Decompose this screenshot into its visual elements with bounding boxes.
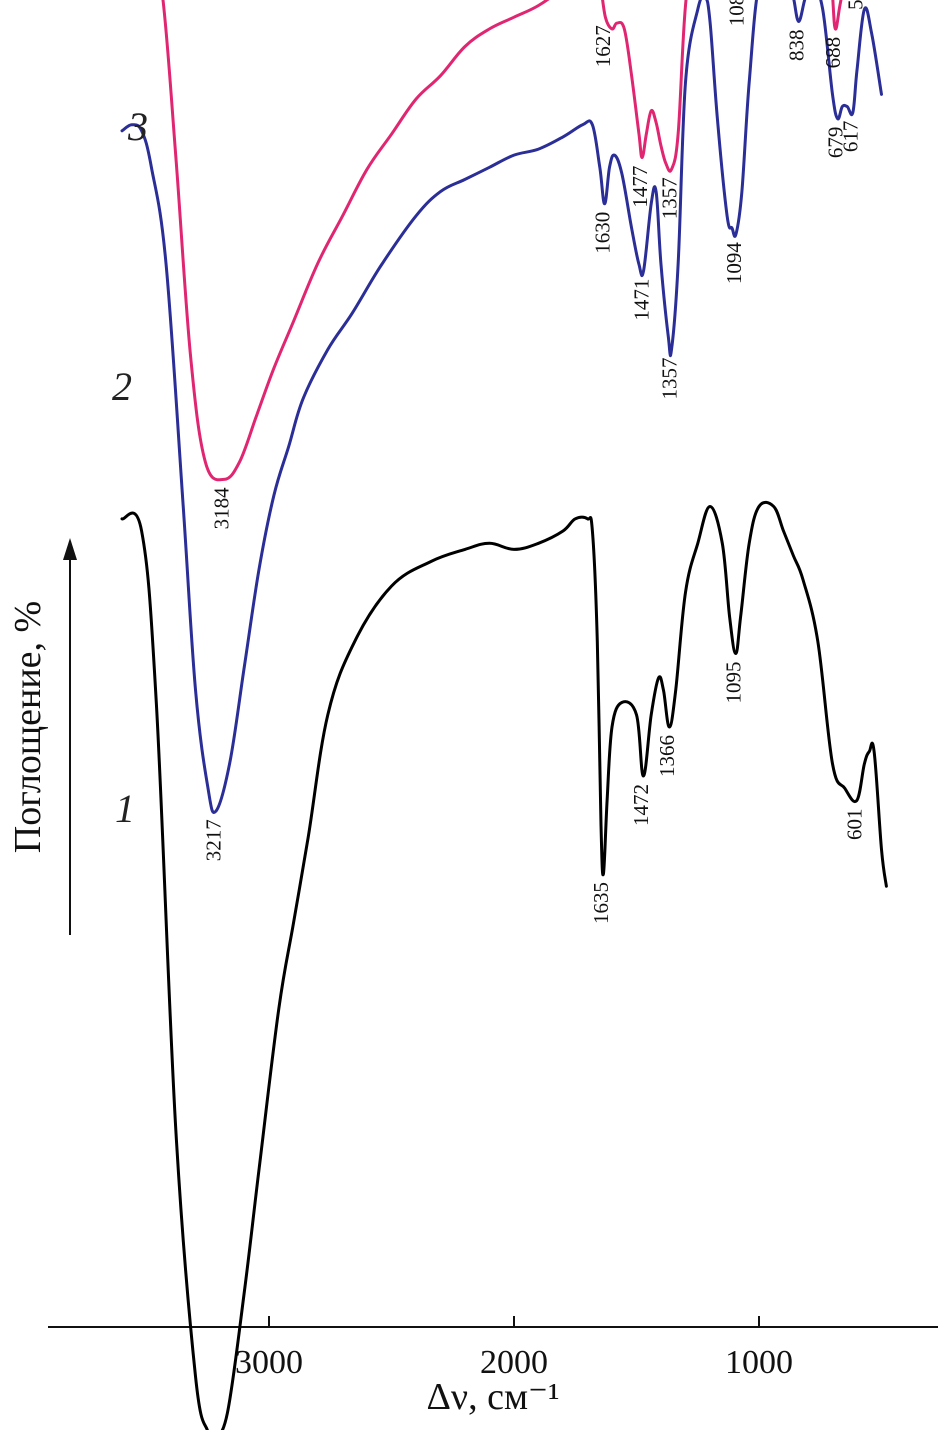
y-axis-title: Поглощение, % <box>7 601 49 853</box>
peak-label: 1471 <box>629 279 653 321</box>
peak-label: 598 <box>843 0 867 10</box>
peak-label: 688 <box>821 37 845 69</box>
peak-label: 1095 <box>722 661 746 703</box>
peak-label: 3184 <box>210 487 234 530</box>
peak-label: 1357 <box>657 357 681 399</box>
peak-label: 1357 <box>657 177 681 219</box>
peak-label: 1630 <box>590 212 614 254</box>
peak-label: 1094 <box>722 242 746 285</box>
peak-label: 1477 <box>628 166 652 208</box>
curve-number-label: 3 <box>127 104 148 149</box>
x-axis-title: Δν, см⁻¹ <box>427 1376 560 1418</box>
peak-label: 838 <box>785 30 809 62</box>
x-tick-label: 2000 <box>480 1344 548 1381</box>
peak-label-layer: 1233224163514721366109560132171630147113… <box>112 0 867 924</box>
axis-layer: Δν, см⁻¹ Поглощение, % <box>7 538 938 1418</box>
peak-label: 1366 <box>655 735 679 777</box>
curve-number-label: 1 <box>115 786 135 831</box>
peak-label: 1627 <box>591 25 615 67</box>
y-axis-arrow-head <box>63 538 77 560</box>
peak-label: 1084 <box>724 0 748 26</box>
tick-layer: 3000 2000 1000 <box>235 1316 793 1381</box>
x-tick-label: 1000 <box>725 1344 793 1381</box>
peak-label: 617 <box>839 121 863 153</box>
series-layer <box>120 0 888 1430</box>
peak-label: 1472 <box>629 784 653 826</box>
spectrum-curve-1 <box>120 500 888 1430</box>
peak-label: 679 <box>823 127 847 159</box>
peak-label: 3217 <box>202 819 226 861</box>
x-tick-label: 3000 <box>235 1344 303 1381</box>
spectrum-curve-3 <box>161 0 843 482</box>
spectrum-curve-2 <box>120 0 883 814</box>
peak-label: 601 <box>843 809 867 841</box>
curve-number-label: 2 <box>112 364 132 409</box>
peak-label: 1635 <box>589 882 613 924</box>
